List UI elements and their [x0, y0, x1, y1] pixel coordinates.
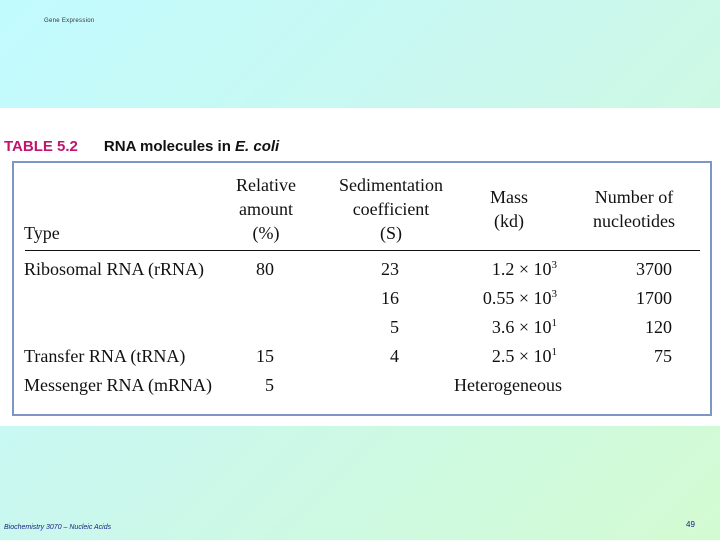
rna-table: Type Relative amount (%) Sedimentation c…: [12, 161, 712, 416]
header-relative-2: amount: [239, 199, 293, 219]
cell-type-trna: Transfer RNA (tRNA): [24, 346, 186, 366]
header-nucleotides-2: nucleotides: [593, 211, 675, 231]
table-figure: TABLE 5.2 RNA molecules in E. coli Type R…: [0, 108, 720, 426]
mass-exponent: 3: [551, 259, 558, 271]
slide-header: Gene Expression: [44, 18, 95, 24]
header-sediment-1: Sedimentation: [339, 175, 443, 195]
cell-nucleotides-23s: 3700: [636, 259, 672, 279]
cell-nucleotides-16s: 1700: [636, 288, 672, 308]
header-sediment-2: coefficient: [352, 199, 430, 219]
table-title-text: RNA molecules in: [103, 138, 236, 155]
cell-sediment-16s: 16: [381, 288, 399, 308]
header-sediment-3: (S): [380, 223, 402, 243]
slide-footer: Biochemistry 3070 – Nucleic Acids: [4, 524, 112, 531]
header-mass-2: (kd): [494, 211, 524, 231]
table-title: RNA molecules in E. coli: [104, 138, 279, 155]
table-number: TABLE 5.2: [4, 138, 78, 155]
cell-relative-mrna: 5: [265, 375, 274, 395]
mass-exponent: 3: [551, 288, 558, 300]
cell-sediment-5s: 5: [390, 317, 399, 337]
header-relative-1: Relative: [236, 175, 296, 195]
mass-base: 2.5 × 10: [491, 346, 552, 366]
cell-relative-trna: 15: [256, 346, 274, 366]
cell-sediment-23s: 23: [381, 259, 399, 279]
mass-exponent: 1: [551, 317, 558, 329]
cell-mass-mrna: Heterogeneous: [454, 375, 562, 395]
cell-relative-rrna: 80: [256, 259, 274, 279]
cell-nucleotides-5s: 120: [645, 317, 672, 337]
table-caption: TABLE 5.2 RNA molecules in E. coli: [4, 136, 279, 158]
header-relative-3: (%): [252, 223, 280, 243]
cell-nucleotides-trna: 75: [654, 346, 672, 366]
cell-type-rrna: Ribosomal RNA (rRNA): [24, 259, 204, 279]
header-rule: [25, 250, 700, 251]
mass-base: 3.6 × 10: [491, 317, 552, 337]
cell-type-mrna: Messenger RNA (mRNA): [24, 375, 212, 395]
mass-base: 0.55 × 10: [482, 288, 552, 308]
page-number: 49: [686, 520, 695, 529]
header-type: Type: [24, 223, 60, 243]
mass-base: 1.2 × 10: [491, 259, 552, 279]
table-title-species: E. coli: [235, 138, 280, 155]
cell-sediment-trna: 4: [390, 346, 399, 366]
cell-mass-5s: 3.6 × 101: [414, 315, 557, 339]
header-mass-1: Mass: [489, 187, 528, 207]
header-nucleotides-1: Number of: [594, 187, 674, 207]
cell-mass-23s: 1.2 × 103: [414, 257, 557, 281]
mass-exponent: 1: [551, 346, 558, 358]
cell-mass-16s: 0.55 × 103: [414, 286, 557, 310]
cell-mass-trna: 2.5 × 101: [414, 344, 557, 368]
